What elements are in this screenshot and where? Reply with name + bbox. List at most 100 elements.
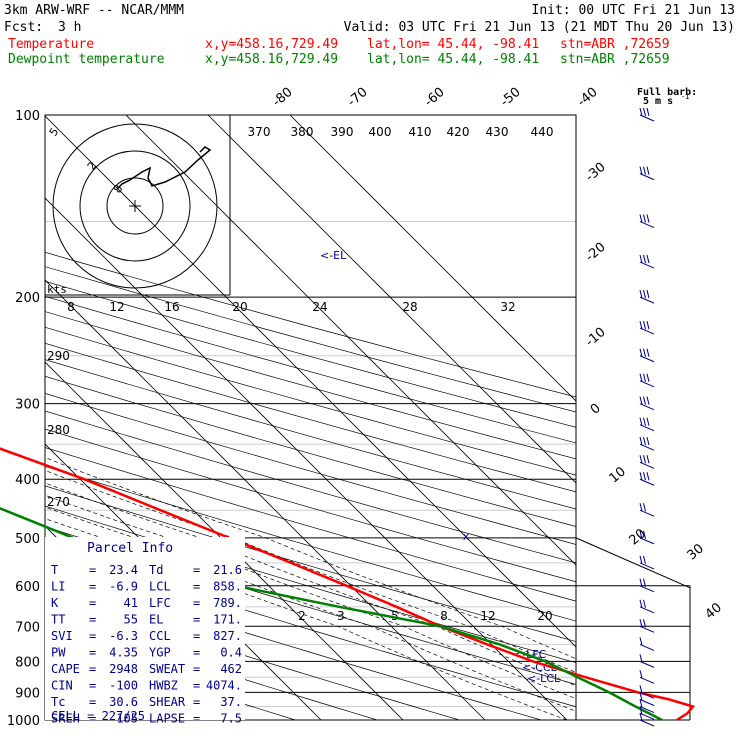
dry-adiabat <box>45 295 576 444</box>
dry-adiabat <box>45 266 576 413</box>
full-barb-value: 5 m s <box>643 96 673 107</box>
parcel-value: 789. <box>213 596 242 610</box>
mixing-ratio-label: 8 <box>67 300 75 314</box>
theta-label-left: 280 <box>47 423 70 437</box>
barb-flag <box>643 578 646 587</box>
parcel-info-panel: Parcel Info CELL = 227/25 T = 23.4 Td = 21.6 L… <box>45 537 245 726</box>
mixing-ratio-label: 8 <box>440 609 448 623</box>
valid-time: Valid: 03 UTC Fri 21 Jun 13 (21 MDT Thu … <box>344 20 735 35</box>
wind-barb <box>639 637 655 651</box>
isotherm-line <box>45 279 486 720</box>
hodograph-ring <box>79 150 191 262</box>
barb-flag <box>639 472 643 481</box>
skewed-temp-label: -50 <box>498 85 524 110</box>
barb-staff <box>639 461 655 469</box>
wind-barb <box>639 290 655 304</box>
parcel-eq: = <box>193 695 200 709</box>
parcel-label: LFC <box>149 596 171 610</box>
barb-staff <box>639 691 655 699</box>
temperature-latlon: lat,lon= 45.44, -98.41 <box>367 37 539 52</box>
skewed-temp-label: -10 <box>583 325 609 350</box>
barb-flag <box>646 472 650 481</box>
barb-flag <box>639 348 643 357</box>
parcel-value: 2948 <box>109 662 138 676</box>
theta-label: 430 <box>486 125 509 139</box>
wind-barbs <box>639 107 655 727</box>
temperature-profile <box>0 447 696 722</box>
parcel-eq: = <box>89 596 96 610</box>
temperature-legend: Temperature <box>8 37 94 52</box>
full-barb-exponent: -1 <box>681 93 689 101</box>
parcel-eq: = <box>193 596 200 610</box>
temperature-station: stn=ABR ,72659 <box>560 37 670 52</box>
mixing-ratio-label: 20 <box>232 300 247 314</box>
barb-staff <box>639 403 655 411</box>
parcel-value: 21.6 <box>213 563 242 577</box>
barb-staff <box>639 221 655 228</box>
parcel-label: LAPSE <box>149 712 185 726</box>
barb-flag <box>643 214 646 223</box>
mixing-ratio-label: 16 <box>164 300 179 314</box>
dewpoint-latlon: lat,lon= 45.44, -98.41 <box>367 52 539 67</box>
wind-barb <box>639 396 655 411</box>
barb-flag <box>643 320 646 330</box>
parcel-label: CAPE <box>51 662 80 676</box>
parcel-value: 55 <box>124 613 138 627</box>
barb-flag <box>639 555 643 565</box>
barb-staff <box>639 355 655 363</box>
theta-label: 380 <box>291 125 314 139</box>
theta-label: 400 <box>369 125 392 139</box>
wind-barb <box>639 472 655 486</box>
barb-flag <box>643 107 646 117</box>
parcel-eq: = <box>193 563 200 577</box>
barb-staff <box>639 712 655 720</box>
barb-flag <box>639 599 643 608</box>
barb-flag <box>646 348 650 357</box>
parcel-eq: = <box>89 695 96 709</box>
hodograph-unit: kts <box>47 283 67 296</box>
parcel-label: T <box>51 563 58 577</box>
init-time: Init: 00 UTC Fri 21 Jun 13 <box>532 3 736 18</box>
barb-staff <box>639 173 655 181</box>
pressure-tick-label: 500 <box>15 532 40 547</box>
barb-staff <box>639 660 655 668</box>
dry-adiabat <box>45 326 576 476</box>
barb-staff <box>639 327 655 335</box>
parcel-label: Tc <box>51 695 65 709</box>
parcel-label: K <box>51 596 59 610</box>
parcel-eq: = <box>89 613 96 627</box>
barb-flag <box>646 166 650 175</box>
barb-staff <box>639 114 655 122</box>
model-title: 3km ARW-WRF -- NCAR/MMM <box>4 3 184 18</box>
pressure-tick-label: 600 <box>15 580 40 595</box>
isotherm-line <box>289 115 576 402</box>
mixing-ratio-label: 24 <box>312 300 327 314</box>
hodograph: kts 5 28 <box>45 115 231 296</box>
barb-flag <box>643 290 646 299</box>
pressure-tick-label: 300 <box>15 398 40 413</box>
parcel-eq: = <box>89 580 96 594</box>
isotherm-line <box>45 197 568 720</box>
hodograph-ring <box>52 123 218 289</box>
lcl-marker: <-LCL <box>527 672 561 685</box>
theta-label-left: 290 <box>47 349 70 363</box>
parcel-label: TT <box>51 613 65 627</box>
barb-flag <box>643 555 646 565</box>
hodograph-ring-label: 5 <box>47 125 62 138</box>
el-marker: <-EL <box>320 249 347 262</box>
barb-staff <box>639 562 655 570</box>
isotherm-line <box>45 361 404 720</box>
barb-flag <box>639 320 643 330</box>
dewpoint-legend: Dewpoint temperature <box>8 52 165 67</box>
barb-flag <box>639 578 643 587</box>
barb-flag <box>639 692 643 701</box>
parcel-value: 4074. <box>206 679 242 693</box>
dry-adiabat <box>45 342 576 493</box>
barb-staff <box>639 478 655 486</box>
barb-staff <box>639 261 655 269</box>
theta-label: 420 <box>447 125 470 139</box>
wind-barb <box>639 455 655 469</box>
mixing-ratio-label: 20 <box>537 609 552 623</box>
skewed-temp-label: -70 <box>345 85 371 110</box>
parcel-cell: CELL = 227/25 <box>51 709 145 723</box>
